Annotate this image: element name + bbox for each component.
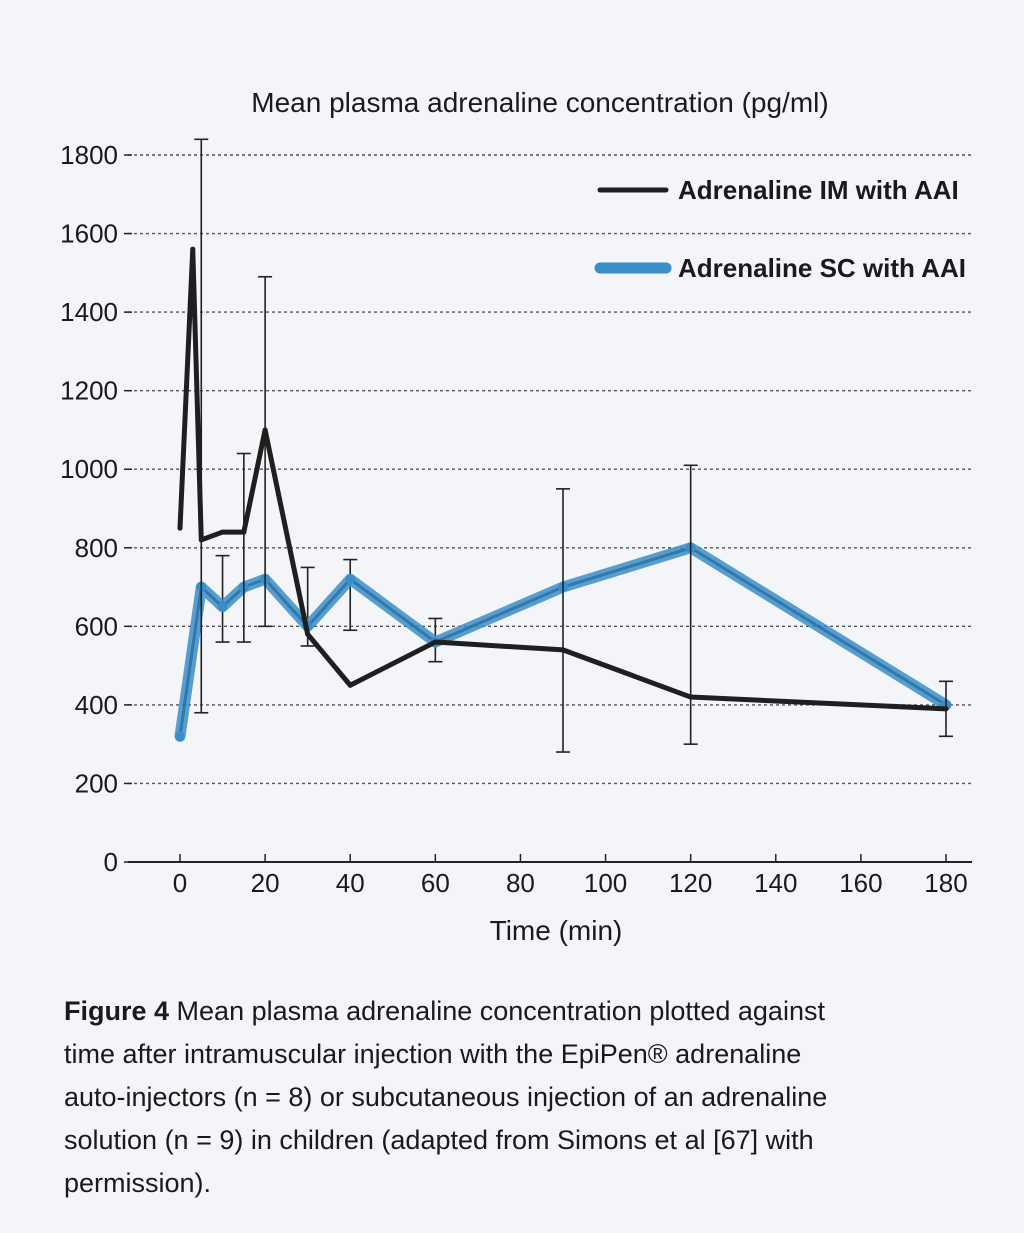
data-point-180 bbox=[943, 706, 949, 712]
y-tick-label-200: 200 bbox=[75, 768, 118, 798]
y-tick-label-1600: 1600 bbox=[60, 219, 118, 249]
x-tick-label-0: 0 bbox=[173, 868, 187, 898]
y-tick-label-1000: 1000 bbox=[60, 454, 118, 484]
legend: Adrenaline IM with AAI Adrenaline SC with… bbox=[594, 175, 966, 283]
y-tick-label-400: 400 bbox=[75, 690, 118, 720]
caption-line-3: auto-injectors (n = 8) or subcutaneous i… bbox=[64, 1082, 828, 1112]
x-tick-label-80: 80 bbox=[506, 868, 535, 898]
data-point-40 bbox=[345, 574, 356, 585]
axes: 0 200 400 600 800 1000 1200 1400 1600 1800 0 20 40 60… bbox=[60, 140, 972, 898]
data-point-0 bbox=[175, 731, 185, 742]
series-im bbox=[177, 138, 953, 753]
data-point-0 bbox=[177, 525, 183, 531]
x-tick-label-180: 180 bbox=[924, 868, 967, 898]
y-tick-label-1800: 1800 bbox=[60, 140, 118, 170]
data-point-10 bbox=[220, 529, 226, 535]
x-tick-label-20: 20 bbox=[251, 868, 280, 898]
y-tick-label-1200: 1200 bbox=[60, 376, 118, 406]
y-tick-label-0: 0 bbox=[104, 847, 118, 877]
figure-label: Figure 4 bbox=[64, 996, 170, 1026]
series-layer bbox=[174, 138, 953, 753]
y-tick-label-800: 800 bbox=[75, 533, 118, 563]
x-tick-label-100: 100 bbox=[584, 868, 627, 898]
data-point-90 bbox=[560, 647, 566, 653]
caption-line-1: Figure 4 Mean plasma adrenaline concentr… bbox=[64, 990, 984, 1033]
data-point-20 bbox=[262, 427, 268, 433]
caption-line-1-text: Mean plasma adrenaline concentration plo… bbox=[176, 996, 825, 1026]
data-point-10 bbox=[217, 601, 228, 612]
caption-line-2: time after intramuscular injection with … bbox=[64, 1039, 802, 1069]
x-tick-label-140: 140 bbox=[754, 868, 797, 898]
legend-im-label: Adrenaline IM with AAI bbox=[678, 175, 959, 205]
caption-line-4: solution (n = 9) in children (adapted fr… bbox=[64, 1125, 814, 1155]
x-tick-label-120: 120 bbox=[669, 868, 712, 898]
data-point-60 bbox=[432, 639, 438, 645]
x-tick-label-60: 60 bbox=[421, 868, 450, 898]
y-tick-label-1400: 1400 bbox=[60, 297, 118, 327]
x-tick-label-160: 160 bbox=[839, 868, 882, 898]
series-line-im bbox=[177, 246, 949, 712]
data-point-3 bbox=[190, 246, 196, 252]
data-point-40 bbox=[347, 682, 353, 688]
caption-line-5: permission). bbox=[64, 1168, 212, 1198]
y-tick-label-600: 600 bbox=[75, 611, 118, 641]
x-axis-label: Time (min) bbox=[490, 915, 623, 946]
x-tick-label-40: 40 bbox=[336, 868, 365, 898]
legend-sc-label: Adrenaline SC with AAI bbox=[678, 253, 966, 283]
data-point-120 bbox=[688, 694, 694, 700]
data-point-5 bbox=[198, 537, 204, 543]
line-chart: 0 200 400 600 800 1000 1200 1400 1600 1800 0 20 40 60… bbox=[60, 87, 972, 946]
chart-title: Mean plasma adrenaline concentration (pg… bbox=[251, 87, 828, 118]
data-point-15 bbox=[241, 529, 247, 535]
figure-caption: Figure 4 Mean plasma adrenaline concentr… bbox=[64, 990, 984, 1205]
chart-area: 0 200 400 600 800 1000 1200 1400 1600 1800 0 20 40 60… bbox=[60, 87, 972, 946]
data-point-30 bbox=[305, 631, 311, 637]
